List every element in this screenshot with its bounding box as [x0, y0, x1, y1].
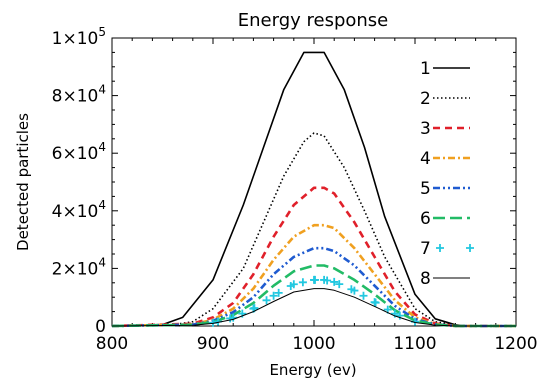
legend-label-6: 6 [420, 209, 431, 229]
legend-label-4: 4 [420, 149, 431, 169]
x-axis-ticks: 800 900 1000 1100 1200 [96, 38, 538, 354]
series-layer [111, 51, 516, 328]
y-tick-label: 1×105 [52, 25, 106, 49]
y-tick-label: 6×104 [52, 140, 106, 164]
legend: 1 2 3 4 5 6 7 8 [420, 59, 474, 289]
series-7-point [298, 278, 307, 287]
x-tick-label: 1100 [393, 334, 436, 354]
x-tick-label: 1200 [494, 334, 537, 354]
legend-marker-7 [436, 244, 444, 252]
x-axis-label: Energy (ev) [269, 361, 356, 379]
legend-label-3: 3 [420, 119, 431, 139]
x-tick-label: 1000 [292, 334, 335, 354]
y-tick-exponent: 4 [98, 83, 106, 97]
chart-title: Energy response [238, 10, 389, 31]
series-7-point [371, 298, 380, 307]
series-7-point [226, 314, 235, 323]
series-3-line [111, 186, 516, 328]
y-tick-mantissa: 8×10 [52, 87, 99, 107]
series-2-line [111, 132, 516, 327]
y-tick-exponent: 4 [98, 140, 106, 154]
x-tick-label: 800 [96, 334, 128, 354]
series-7-point [262, 296, 271, 305]
y-tick-exponent: 4 [98, 198, 106, 212]
legend-label-1: 1 [420, 59, 431, 79]
y-tick-label: 8×104 [52, 83, 106, 107]
series-7-point [286, 281, 295, 290]
legend-label-7: 7 [420, 239, 431, 259]
series-8-line [111, 288, 516, 327]
series-6-line [111, 264, 516, 328]
legend-label-2: 2 [420, 89, 431, 109]
series-5-line [111, 246, 516, 328]
series-7-point [323, 276, 332, 285]
legend-label-5: 5 [420, 179, 431, 199]
series-1-line [111, 51, 516, 327]
series-7-point [269, 291, 278, 300]
series-7-point [347, 285, 356, 294]
y-tick-label: 4×104 [52, 198, 106, 222]
x-tick-label: 900 [197, 334, 229, 354]
y-tick-mantissa: 0 [95, 317, 106, 337]
series-4-line [111, 223, 516, 328]
legend-marker-7 [466, 244, 474, 252]
series-7-point [335, 280, 344, 289]
y-tick-mantissa: 6×10 [52, 144, 99, 164]
series-7-point [359, 291, 368, 300]
series-7-point [395, 311, 404, 320]
y-tick-exponent: 4 [98, 255, 106, 269]
y-tick-mantissa: 1×10 [52, 29, 99, 49]
legend-label-8: 8 [420, 269, 431, 289]
y-tick-label: 2×104 [52, 255, 106, 279]
series-7-point [274, 288, 283, 297]
y-axis-label: Detected particles [14, 113, 32, 251]
series-7-point [330, 277, 339, 286]
y-tick-label: 0 [95, 317, 106, 337]
series-7-point [311, 275, 320, 284]
y-tick-exponent: 5 [98, 25, 106, 39]
series-7-markers [209, 275, 419, 327]
y-tick-mantissa: 4×10 [52, 202, 99, 222]
y-tick-mantissa: 2×10 [52, 259, 99, 279]
